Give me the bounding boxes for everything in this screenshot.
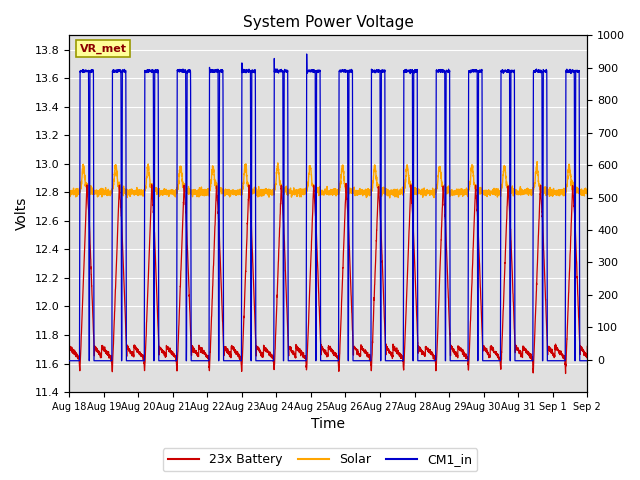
Y-axis label: Volts: Volts	[15, 197, 29, 230]
X-axis label: Time: Time	[311, 418, 345, 432]
Text: VR_met: VR_met	[79, 43, 127, 54]
Legend: 23x Battery, Solar, CM1_in: 23x Battery, Solar, CM1_in	[163, 448, 477, 471]
Title: System Power Voltage: System Power Voltage	[243, 15, 413, 30]
